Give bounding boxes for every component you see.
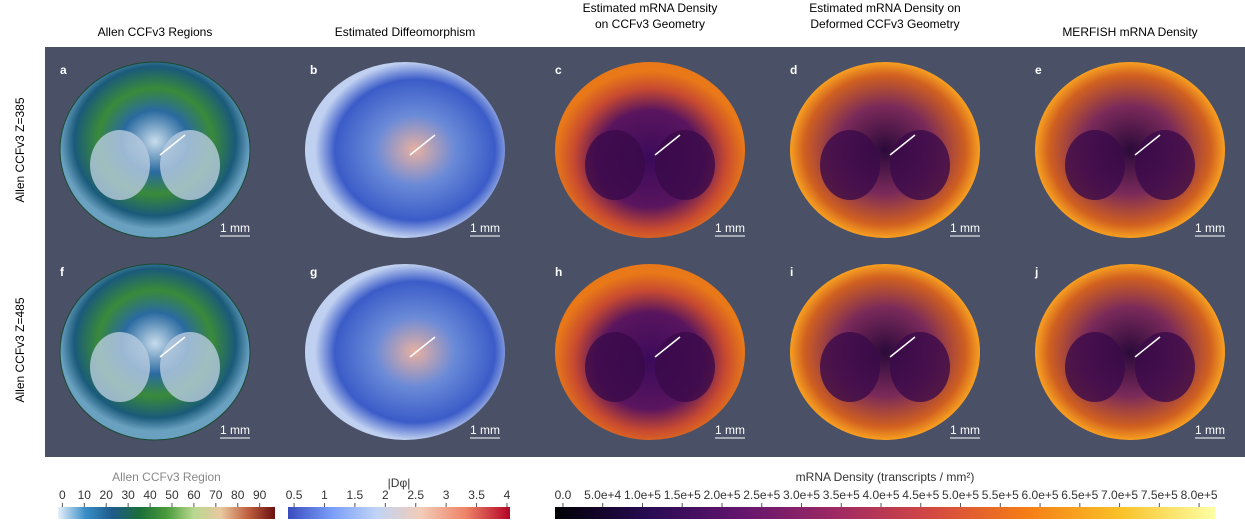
colorbar <box>58 507 275 519</box>
colorbar-tick-label: 0 <box>59 488 66 502</box>
colorbar-tick-label: 4 <box>504 488 511 502</box>
brain-section <box>555 62 745 238</box>
colorbar-tick-label: 0.0 <box>555 488 572 502</box>
colorbar-tick-label: 8.0e+5 <box>1181 488 1218 502</box>
panel-letter: h <box>555 265 562 279</box>
brain-ventricle <box>160 130 220 200</box>
row-label: Allen CCFv3 Z=485 <box>13 297 27 402</box>
colorbar-tick-label: 4.5e+5 <box>902 488 939 502</box>
column-header: Allen CCFv3 Regions <box>98 25 213 39</box>
colorbar-tick-label: 5.5e+5 <box>982 488 1019 502</box>
colorbar-tick-label: 1.5e+5 <box>664 488 701 502</box>
panel-letter: d <box>790 63 797 77</box>
colorbar-tick-label: 3 <box>443 488 450 502</box>
colorbar-tick-label: 6.0e+5 <box>1022 488 1059 502</box>
colorbar-tick-label: 6.5e+5 <box>1061 488 1098 502</box>
brain-ventricle <box>890 332 950 402</box>
colorbar-tick-label: 5.0e+5 <box>942 488 979 502</box>
colorbar-tick-label: 1.0e+5 <box>624 488 661 502</box>
brain-section <box>60 264 250 440</box>
brain-section <box>1035 264 1225 440</box>
colorbar-tick-label: 2.5e+5 <box>743 488 780 502</box>
colorbar-tick-label: 80 <box>231 488 245 502</box>
colorbar-tick-label: 10 <box>78 488 92 502</box>
brain-ventricle <box>585 130 645 200</box>
colorbar-tick-label: 1 <box>321 488 328 502</box>
scale-label: 1 mm <box>220 423 250 437</box>
brain-ventricle <box>90 130 150 200</box>
brain-ventricle <box>585 332 645 402</box>
colorbar-tick-label: 2 <box>382 488 389 502</box>
colorbar-tick-label: 60 <box>187 488 201 502</box>
column-header: Estimated Diffeomorphism <box>335 25 476 39</box>
brain-ventricle <box>1135 332 1195 402</box>
brain-ventricle <box>890 130 950 200</box>
colorbar-tick-label: 90 <box>253 488 267 502</box>
brain-ventricle <box>655 130 715 200</box>
brain-ventricle <box>1135 130 1195 200</box>
panel-letter: i <box>790 265 793 279</box>
panel-letter: e <box>1035 63 1042 77</box>
brain-section <box>305 62 505 238</box>
colorbar-tick-label: 3.5 <box>468 488 485 502</box>
brain-section <box>790 264 980 440</box>
brain-ventricle <box>1065 332 1125 402</box>
brain-section <box>60 62 250 238</box>
scale-label: 1 mm <box>470 423 500 437</box>
scale-label: 1 mm <box>950 423 980 437</box>
colorbar-tick-label: 7.0e+5 <box>1101 488 1138 502</box>
colorbar-tick-label: 20 <box>100 488 114 502</box>
panel-letter: c <box>555 63 562 77</box>
brain-section <box>305 264 505 440</box>
column-header: MERFISH mRNA Density <box>1062 25 1197 39</box>
brain-ventricle <box>1065 130 1125 200</box>
colorbar-tick-label: 3.5e+5 <box>823 488 860 502</box>
brain-section <box>790 62 980 238</box>
row-label: Allen CCFv3 Z=385 <box>13 97 27 202</box>
scale-label: 1 mm <box>950 221 980 235</box>
scale-label: 1 mm <box>220 221 250 235</box>
panel-letter: j <box>1034 265 1038 279</box>
colorbar <box>555 507 1215 519</box>
scale-label: 1 mm <box>715 221 745 235</box>
brain-ventricle <box>90 332 150 402</box>
brain-ventricle <box>820 130 880 200</box>
figure: Allen CCFv3 Regions Estimated Diffeomorph… <box>0 0 1245 519</box>
colorbar-title: mRNA Density (transcripts / mm²) <box>796 470 975 484</box>
brain-ventricle <box>820 332 880 402</box>
colorbar-tick-label: 1.5 <box>347 488 364 502</box>
panel-letter: b <box>310 63 317 77</box>
colorbar <box>288 507 510 519</box>
colorbar-tick-label: 0.5 <box>286 488 303 502</box>
colorbar-tick-label: 50 <box>165 488 179 502</box>
scale-label: 1 mm <box>1195 221 1225 235</box>
colorbar-tick-label: 2.0e+5 <box>703 488 740 502</box>
brain-section <box>555 264 745 440</box>
brain-section <box>1035 62 1225 238</box>
scale-label: 1 mm <box>1195 423 1225 437</box>
colorbar-title: Allen CCFv3 Region <box>112 470 221 484</box>
colorbar-tick-label: 70 <box>209 488 223 502</box>
scale-label: 1 mm <box>715 423 745 437</box>
colorbar-tick-label: 40 <box>143 488 157 502</box>
colorbar-tick-label: 4.0e+5 <box>863 488 900 502</box>
colorbar-tick-label: 5.0e+4 <box>584 488 621 502</box>
colorbar-tick-label: 7.5e+5 <box>1141 488 1178 502</box>
colorbar-tick-label: 30 <box>121 488 135 502</box>
colorbar-tick-label: 3.0e+5 <box>783 488 820 502</box>
panel-letter: g <box>310 265 317 279</box>
brain-ventricle <box>655 332 715 402</box>
colorbar-tick-label: 2.5 <box>407 488 424 502</box>
scale-label: 1 mm <box>470 221 500 235</box>
panel-letter: a <box>60 63 67 77</box>
brain-ventricle <box>160 332 220 402</box>
